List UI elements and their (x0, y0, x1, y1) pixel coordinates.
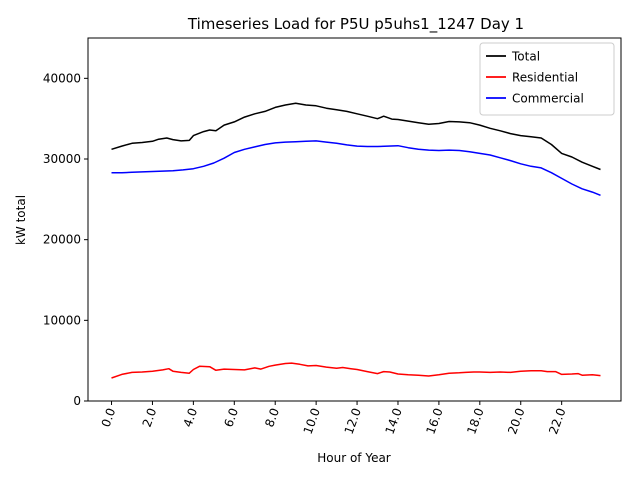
legend-label-residential: Residential (512, 71, 578, 85)
x-tick-label: 22.0 (546, 406, 568, 436)
series-line-residential (112, 363, 601, 378)
legend: Total Residential Commercial (480, 43, 614, 115)
y-axis-label: kW total (14, 195, 28, 245)
y-axis: 0 10000 20000 30000 40000 (43, 71, 88, 408)
x-axis-label: Hour of Year (317, 451, 391, 465)
x-tick-label: 8.0 (262, 406, 282, 429)
x-tick-label: 0.0 (99, 406, 119, 429)
y-tick-label: 20000 (43, 233, 81, 247)
legend-label-commercial: Commercial (512, 92, 584, 106)
x-tick-label: 10.0 (301, 406, 323, 436)
legend-label-total: Total (511, 50, 540, 64)
y-tick-label: 10000 (43, 313, 81, 327)
y-tick-label: 40000 (43, 71, 81, 85)
x-tick-label: 20.0 (505, 406, 527, 436)
x-tick-label: 6.0 (221, 406, 241, 429)
x-tick-label: 16.0 (423, 406, 445, 436)
timeseries-load-chart: Timeseries Load for P5U p5uhs1_1247 Day … (0, 0, 640, 480)
x-tick-label: 2.0 (140, 406, 160, 429)
chart-title: Timeseries Load for P5U p5uhs1_1247 Day … (187, 15, 524, 34)
series-layer (112, 103, 601, 378)
x-axis: 0.0 2.0 4.0 6.0 8.0 10.0 12.0 14.0 16.0 18.0 20.0 2… (99, 401, 569, 436)
x-tick-label: 18.0 (464, 406, 486, 436)
x-tick-label: 14.0 (383, 406, 405, 436)
x-tick-label: 12.0 (342, 406, 364, 436)
y-tick-label: 30000 (43, 152, 81, 166)
series-line-commercial (112, 141, 601, 195)
y-tick-label: 0 (73, 394, 81, 408)
x-tick-label: 4.0 (181, 406, 201, 429)
